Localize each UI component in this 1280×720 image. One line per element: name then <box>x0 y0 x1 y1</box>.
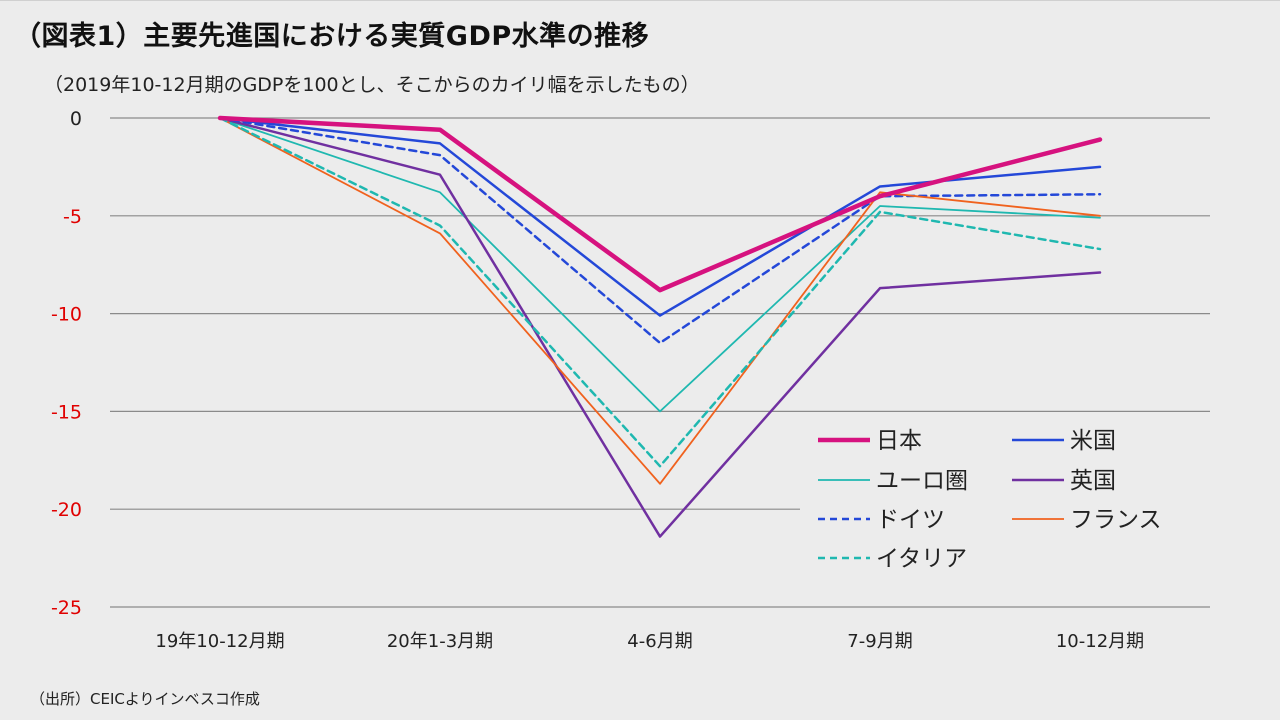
source-note: （出所）CEICよりインベスコ作成 <box>30 690 260 708</box>
series-line-日本 <box>217 115 1103 293</box>
legend-label: 英国 <box>1070 468 1116 494</box>
y-tick-label: -20 <box>51 499 82 521</box>
legend-label: 米国 <box>1070 428 1116 454</box>
y-tick-label: -5 <box>63 206 82 228</box>
chart-subtitle: （2019年10-12月期のGDPを100とし、そこからのカイリ幅を示したもの） <box>44 74 700 96</box>
y-tick-label: -10 <box>51 304 82 326</box>
chart-title: （図表1）主要先進国における実質GDP水準の推移 <box>14 21 650 52</box>
series-line-英国 <box>218 116 1102 538</box>
series-line-イタリア <box>218 116 1102 468</box>
x-tick-label: 20年1-3月期 <box>387 631 493 652</box>
x-tick-label: 19年10-12月期 <box>155 631 284 652</box>
legend-label: ドイツ <box>876 507 945 533</box>
series-line-フランス <box>219 117 1101 485</box>
series-line-ドイツ <box>218 116 1102 345</box>
y-tick-label: -15 <box>51 401 82 423</box>
x-tick-label: 4-6月期 <box>627 631 692 652</box>
y-axis-ticks: 0 -5 -10 -15 -20 -25 <box>51 108 82 619</box>
legend-background <box>800 418 1210 590</box>
y-tick-label: -25 <box>51 597 82 619</box>
legend-label: 日本 <box>876 428 922 454</box>
y-tick-label: 0 <box>70 108 82 130</box>
legend-label: イタリア <box>876 546 967 572</box>
series-line-ユーロ圏 <box>219 117 1101 413</box>
series-line-米国 <box>218 116 1102 317</box>
x-tick-label: 10-12月期 <box>1056 631 1144 652</box>
x-tick-label: 7-9月期 <box>847 631 912 652</box>
series-lines <box>217 115 1103 538</box>
x-axis-ticks: 19年10-12月期 20年1-3月期 4-6月期 7-9月期 10-12月期 <box>155 631 1144 652</box>
legend-label: フランス <box>1070 507 1162 533</box>
legend-label: ユーロ圏 <box>876 468 968 494</box>
top-divider <box>0 0 1280 1</box>
